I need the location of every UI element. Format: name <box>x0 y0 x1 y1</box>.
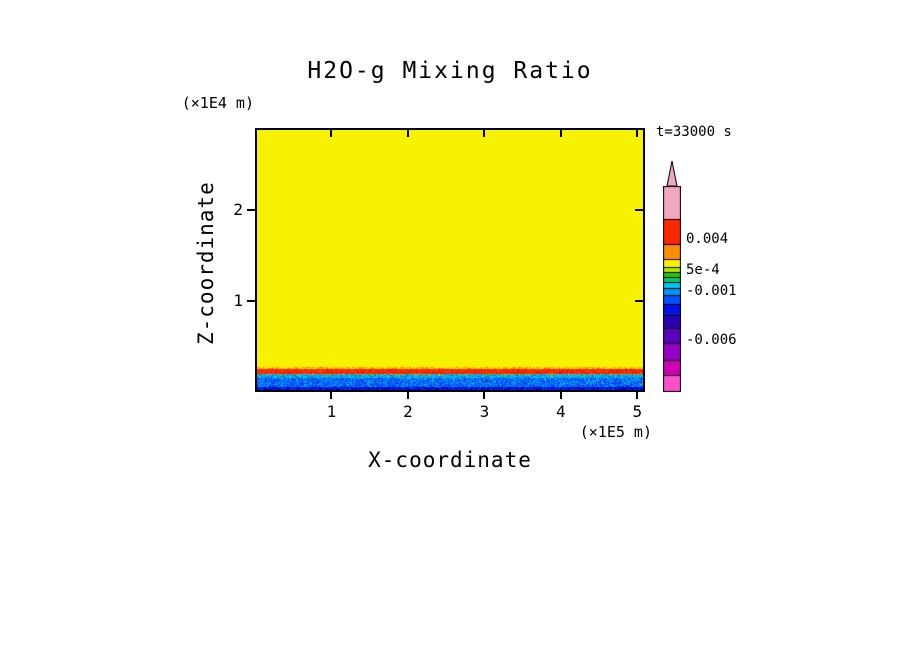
x-tick-label: 3 <box>479 402 490 421</box>
chart-title: H2O-g Mixing Ratio <box>307 58 593 84</box>
x-tick-mark <box>406 392 409 399</box>
x-tick-mark <box>559 130 562 137</box>
x-tick-label: 1 <box>326 402 337 421</box>
x-tick-mark <box>483 130 486 137</box>
y-tick-label: 1 <box>233 290 243 310</box>
x-axis-label: X-coordinate <box>368 448 532 472</box>
y-tick-mark <box>247 299 255 302</box>
y-tick-label: 2 <box>233 199 243 219</box>
x-tick-mark <box>330 392 333 399</box>
x-tick-mark <box>559 392 562 399</box>
y-axis-unit: (×1E4 m) <box>181 94 254 112</box>
x-tick-label: 2 <box>403 402 413 421</box>
plot-area <box>255 128 645 392</box>
x-tick-mark <box>636 392 639 399</box>
colorbar-label: 5e-4 <box>686 262 720 278</box>
colorbar-label: -0.001 <box>686 283 737 299</box>
x-axis-unit: (×1E5 m) <box>579 423 652 441</box>
x-tick-label: 5 <box>632 402 643 421</box>
y-tick-mark <box>247 208 255 211</box>
y-tick-mark <box>635 299 643 302</box>
colorbar-label: 0.004 <box>686 231 729 247</box>
x-tick-mark <box>483 392 486 399</box>
x-tick-mark <box>636 130 639 137</box>
x-tick-mark <box>406 130 409 137</box>
heatmap-field <box>257 130 643 390</box>
time-label: t=33000 s <box>656 124 732 140</box>
x-tick-mark <box>330 130 333 137</box>
colorbar <box>663 186 681 392</box>
colorbar-arrow-icon <box>666 160 678 187</box>
x-tick-label: 4 <box>556 402 566 421</box>
colorbar-label: -0.006 <box>686 332 737 348</box>
y-tick-mark <box>635 208 643 211</box>
